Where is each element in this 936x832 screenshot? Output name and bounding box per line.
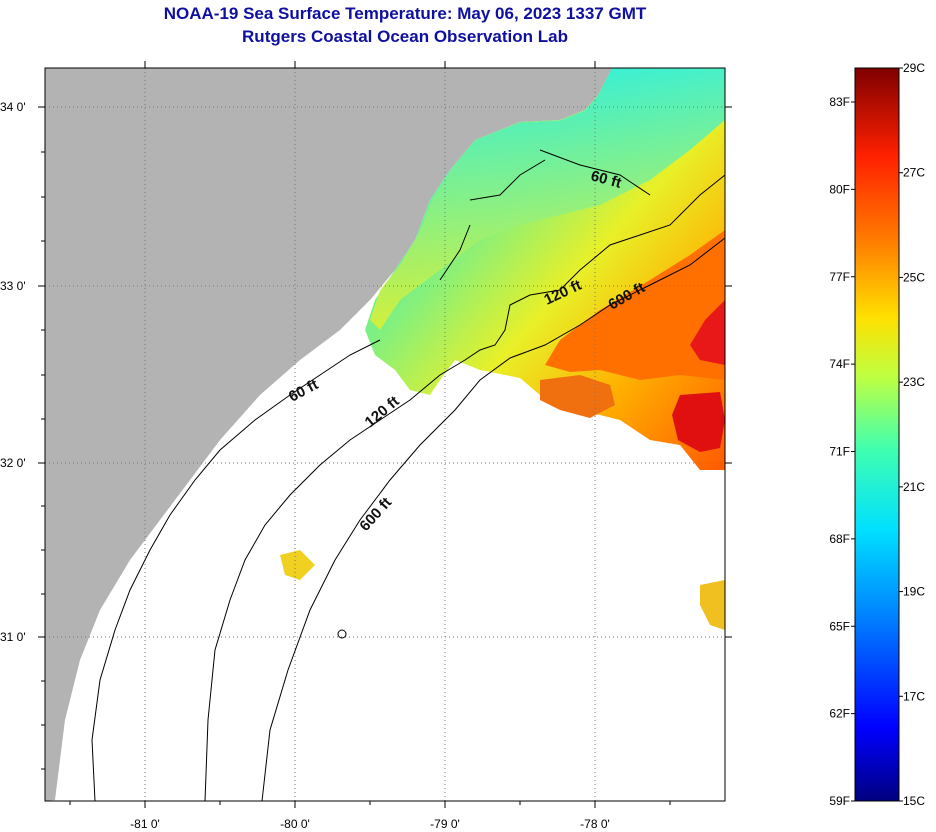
land bbox=[45, 68, 600, 801]
colorbar-c-label: 17C bbox=[903, 689, 925, 703]
colorbar-f-label: 68F bbox=[829, 532, 850, 546]
colorbar-c-label: 15C bbox=[903, 794, 925, 808]
colorbar-f-label: 74F bbox=[829, 357, 850, 371]
colorbar-f-label: 59F bbox=[829, 794, 850, 808]
colorbar-gradient bbox=[854, 67, 900, 802]
lon-label-81: -81 0' bbox=[130, 817, 160, 831]
contour-60ft bbox=[91, 149, 651, 801]
lon-label-79: -79 0' bbox=[430, 817, 460, 831]
chart-title: NOAA-19 Sea Surface Temperature: May 06,… bbox=[0, 2, 810, 48]
tick-marks bbox=[38, 61, 732, 808]
sst-cool-band bbox=[370, 68, 725, 330]
graticule bbox=[45, 68, 725, 801]
lat-label-34: 34 0' bbox=[0, 100, 26, 114]
seamount-contour bbox=[337, 629, 347, 639]
lon-label-80: -80 0' bbox=[280, 817, 310, 831]
title-line-2: Rutgers Coastal Ocean Observation Lab bbox=[242, 27, 568, 46]
colorbar-f-label: 83F bbox=[829, 95, 850, 109]
colorbar-c-label: 27C bbox=[903, 166, 925, 180]
sst-warm-patch-mid bbox=[540, 375, 615, 418]
lon-label-78: -78 0' bbox=[580, 817, 610, 831]
contour-600ft bbox=[261, 237, 725, 801]
lat-label-33: 33 0' bbox=[0, 279, 26, 293]
colorbar-f-label: 71F bbox=[829, 445, 850, 459]
title-line-1: NOAA-19 Sea Surface Temperature: May 06,… bbox=[163, 4, 647, 23]
map-frame bbox=[44, 67, 726, 802]
colorbar-c-label: 23C bbox=[903, 375, 925, 389]
colorbar-celsius-labels: 29C 27C 25C 23C 21C 19C 17C 15C bbox=[903, 61, 925, 808]
colorbar-f-label: 65F bbox=[829, 619, 850, 633]
colorbar-ticks bbox=[851, 67, 903, 802]
colorbar-c-label: 21C bbox=[903, 480, 925, 494]
lat-label-32: 32 0' bbox=[0, 456, 26, 470]
colorbar-f-label: 77F bbox=[829, 270, 850, 284]
sst-warm-patch-east bbox=[672, 392, 725, 452]
contour-120ft bbox=[204, 174, 725, 801]
colorbar-fahrenheit-labels: 83F 80F 77F 74F 71F 68F 65F 62F 59F bbox=[829, 95, 850, 808]
sst-yellow-patch-east bbox=[700, 580, 725, 630]
lat-label-31: 31 0' bbox=[0, 630, 26, 644]
sst-hottest bbox=[690, 300, 725, 365]
colorbar-f-label: 80F bbox=[829, 182, 850, 196]
colorbar-f-label: 62F bbox=[829, 707, 850, 721]
colorbar-c-label: 25C bbox=[903, 270, 925, 284]
colorbar-c-label: 29C bbox=[903, 61, 925, 75]
sst-yellow-patch bbox=[280, 550, 315, 580]
sst-hot-core bbox=[545, 230, 725, 380]
colorbar-c-label: 19C bbox=[903, 585, 925, 599]
